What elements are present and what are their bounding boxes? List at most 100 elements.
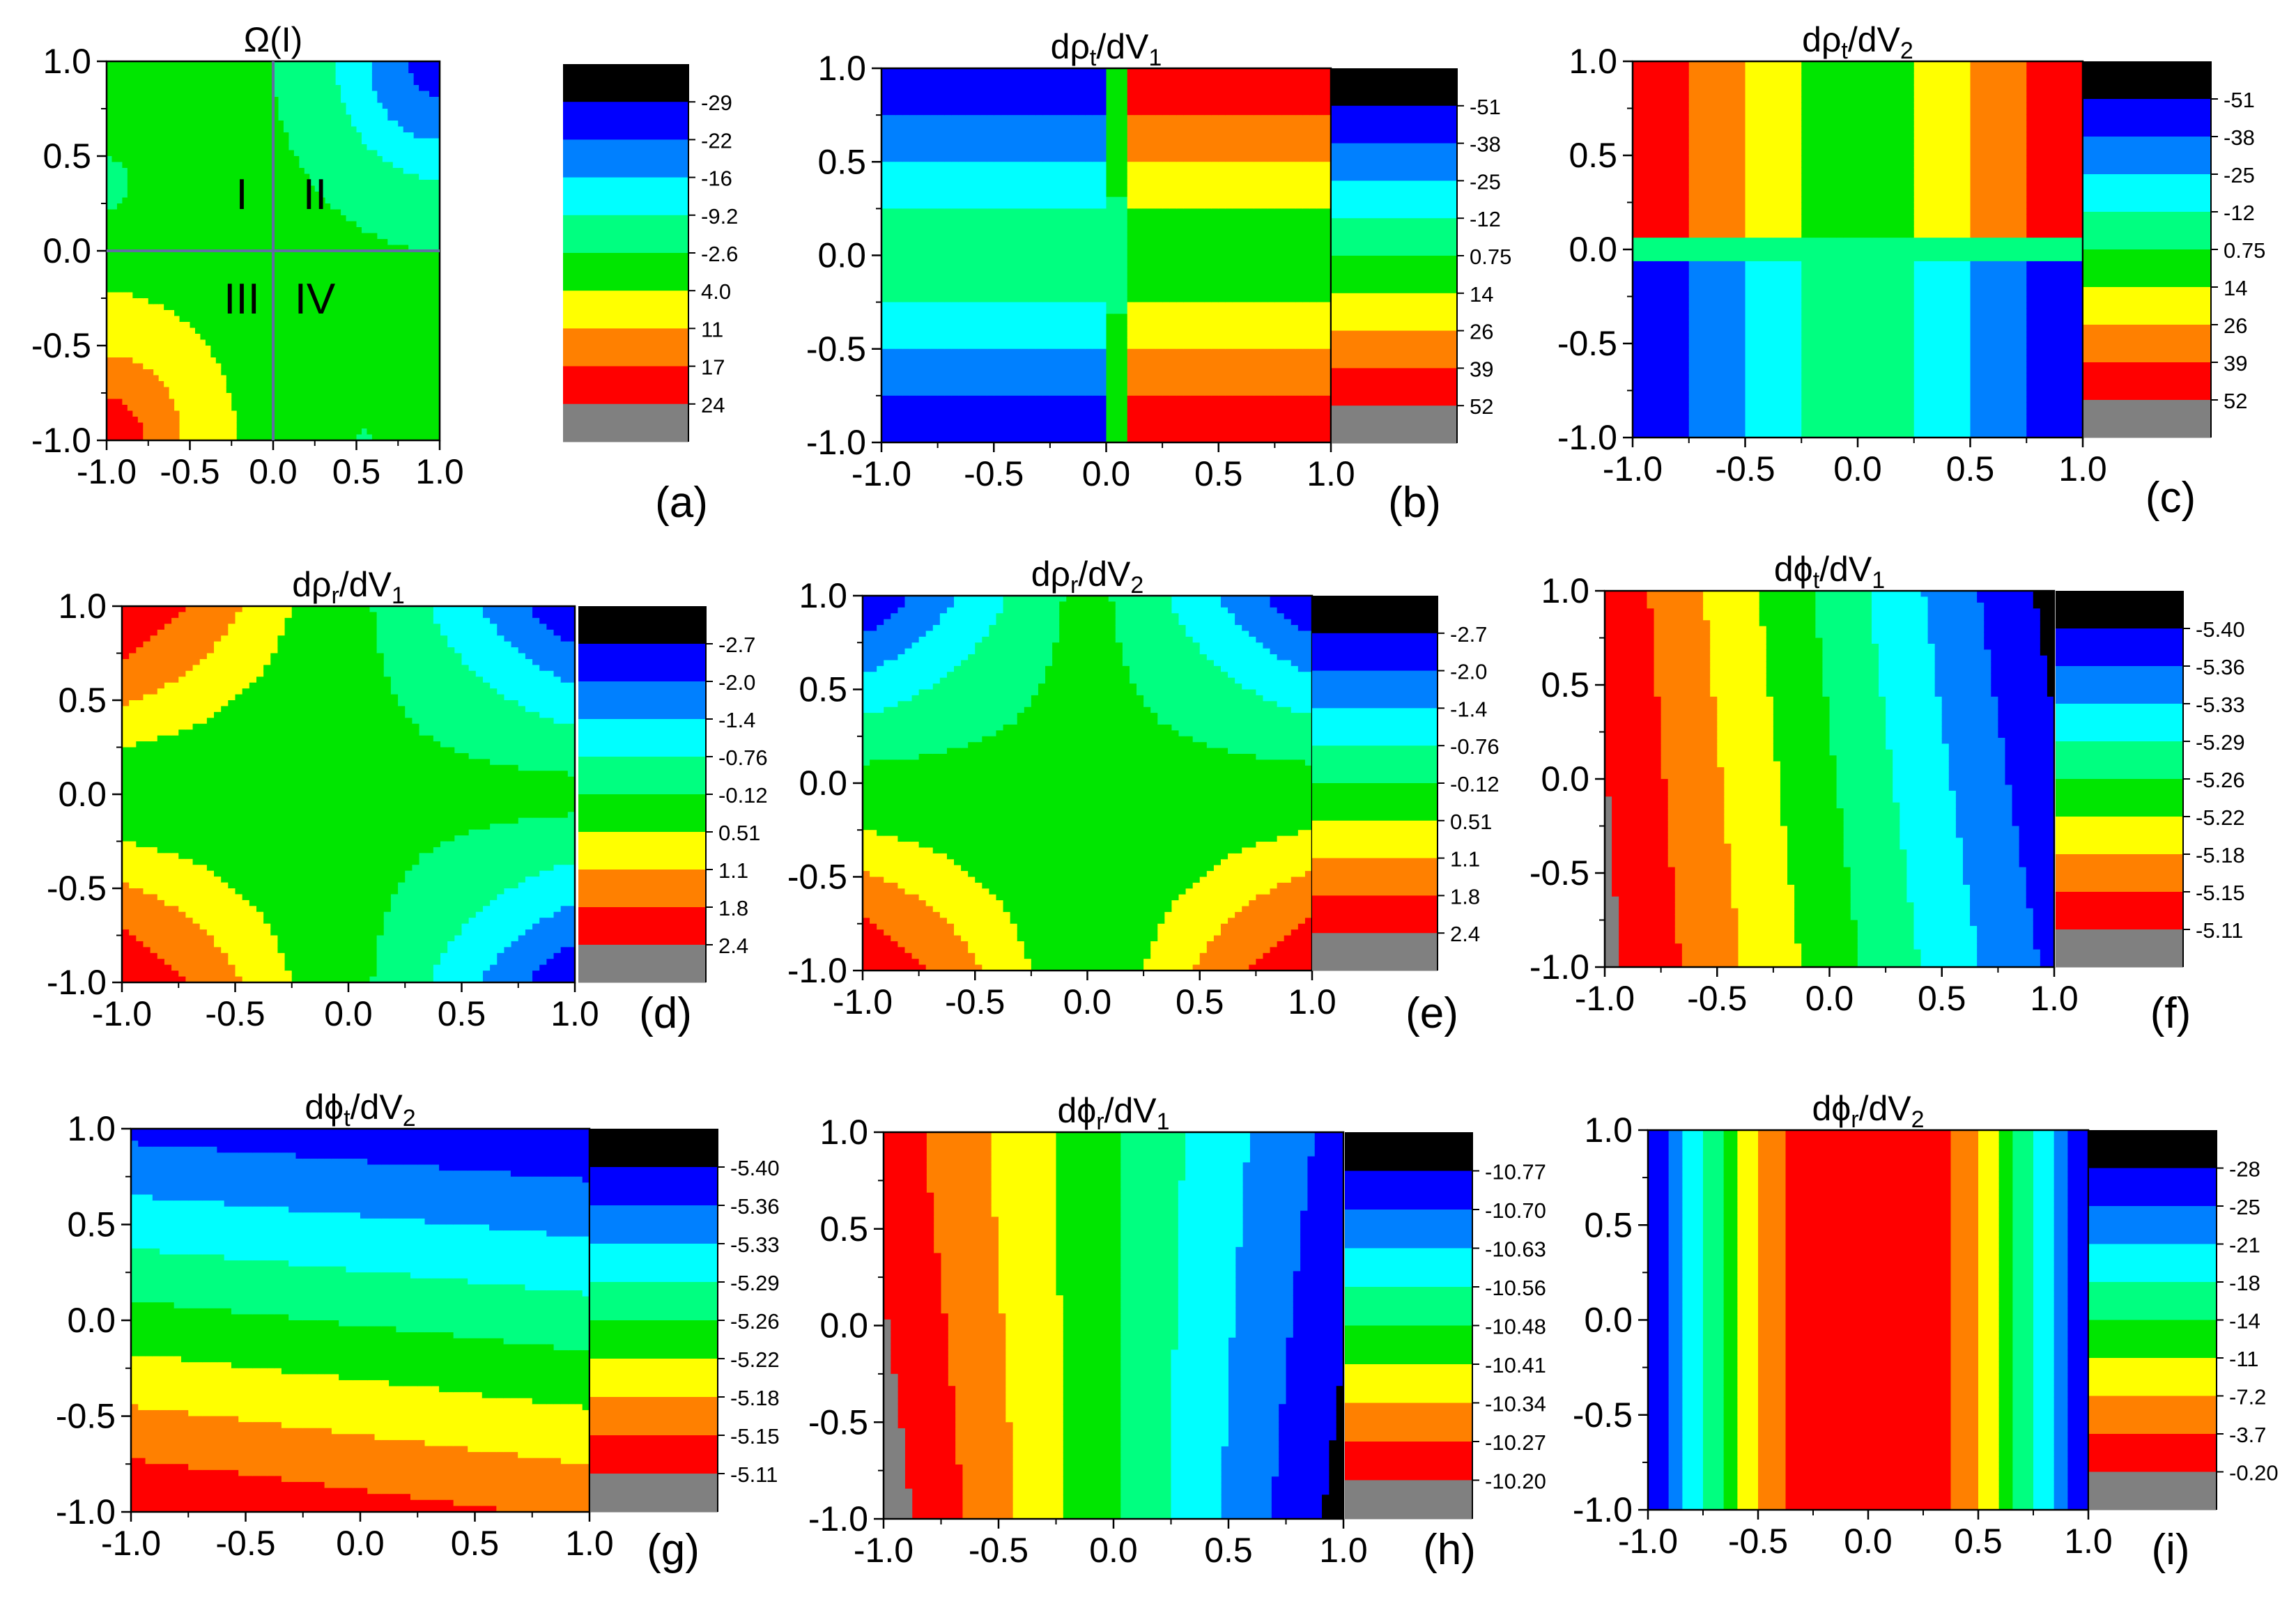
heat-cell [111,428,117,435]
heat-cell [180,103,185,109]
heat-cell [206,91,211,98]
heat-cell [185,68,190,74]
heat-cell [148,180,154,186]
heat-cell [195,103,201,109]
heat-cell [195,369,201,376]
heat-cell [132,91,138,98]
heat-cell [206,150,211,157]
heat-cell [138,174,144,180]
heat-cell [132,328,138,334]
heat-cell [128,162,133,169]
heat-cell [174,97,180,103]
heat-cell [180,210,185,216]
heat-cell [122,132,128,139]
heat-cell [138,334,144,340]
heat-cell [159,162,164,169]
heat-cell [185,352,190,358]
heat-cell [169,405,175,411]
heat-cell [132,115,138,121]
heat-cell [128,144,133,150]
heat-cell [169,275,175,281]
heat-cell [174,150,180,157]
heat-cell [148,132,154,139]
heat-cell [143,322,148,328]
heat-cell [111,293,117,299]
heat-cell [164,174,169,180]
heat-cell [195,352,201,358]
heat-cell [159,334,164,340]
heat-cell [180,322,185,328]
heat-cell [185,369,190,376]
heat-cell [128,293,133,299]
heat-cell [159,369,164,376]
heat-cell [122,68,128,74]
heat-cell [169,423,175,429]
heat-cell [138,399,144,405]
heat-cell [111,91,117,98]
heat-cell [148,393,154,399]
heat-cell [200,275,206,281]
heat-cell [180,91,185,98]
heat-cell [159,73,164,79]
heat-cell [143,304,148,311]
heat-cell [200,144,206,150]
heat-cell [174,139,180,145]
heat-cell [148,281,154,287]
heat-cell [164,399,169,405]
heat-cell [122,316,128,323]
heat-cell [185,423,190,429]
heat-cell [185,281,190,287]
heat-cell [111,233,117,240]
heat-cell [138,340,144,346]
heat-cell [132,405,138,411]
heat-cell [128,156,133,162]
heat-cell [180,381,185,387]
heat-cell [117,269,123,275]
heat-cell [117,346,123,352]
heat-cell [122,85,128,91]
heat-cell [164,156,169,162]
heat-cell [148,91,154,98]
heat-cell [200,85,206,91]
heat-cell [169,233,175,240]
heat-cell [174,210,180,216]
heat-cell [164,79,169,86]
heat-cell [128,346,133,352]
heat-cell [174,428,180,435]
heat-cell [174,85,180,91]
heat-cell [128,132,133,139]
heat-cell [148,210,154,216]
heat-cell [132,127,138,133]
heat-cell [195,91,201,98]
heat-cell [117,257,123,263]
heat-cell [111,376,117,382]
heat-cell [117,381,123,387]
heat-cell [117,215,123,222]
heat-cell [159,346,164,352]
heat-cell [148,423,154,429]
heat-cell [153,281,159,287]
heat-cell [159,139,164,145]
heat-cell [180,364,185,370]
heat-cell [200,115,206,121]
heat-cell [200,132,206,139]
heat-cell [153,186,159,192]
heat-cell [117,198,123,204]
heat-cell [174,304,180,311]
heat-cell [138,269,144,275]
heat-cell [190,286,196,293]
heat-cell [132,239,138,245]
heat-cell [159,239,164,245]
heat-cell [169,150,175,157]
heat-cell [164,203,169,210]
heat-cell [180,293,185,299]
heat-cell [148,61,154,68]
heat-cell [148,144,154,150]
heat-cell [174,281,180,287]
heat-cell [169,215,175,222]
heat-cell [174,381,180,387]
heat-cell [195,387,201,394]
heat-cell [200,68,206,74]
heat-cell [169,428,175,435]
heat-cell [200,215,206,222]
